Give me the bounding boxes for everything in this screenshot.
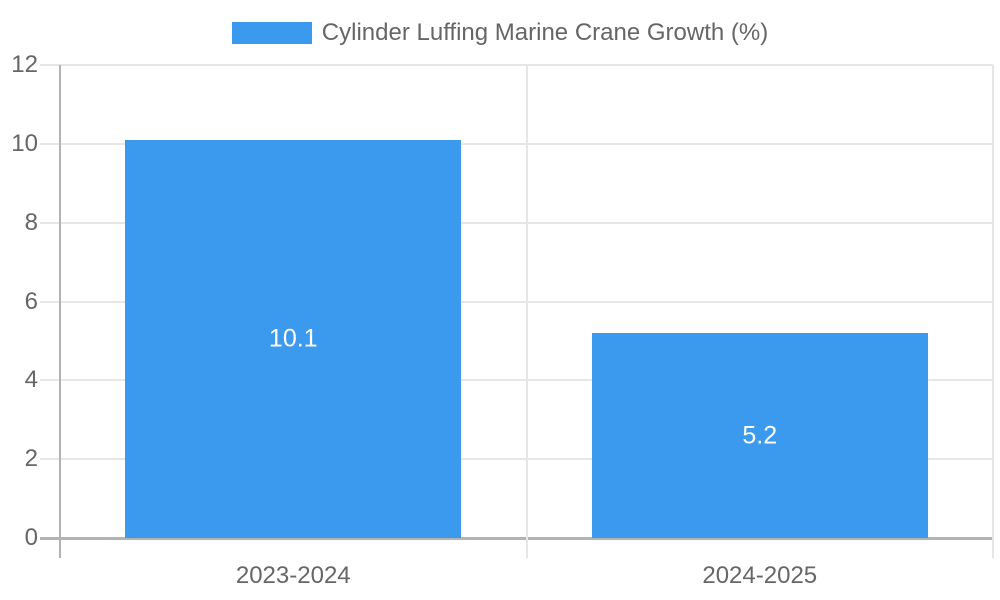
gridline (40, 379, 993, 381)
x-tick-label: 2024-2025 (702, 562, 818, 589)
legend: Cylinder Luffing Marine Crane Growth (%) (0, 21, 1000, 45)
legend-label: Cylinder Luffing Marine Crane Growth (%) (321, 19, 769, 46)
legend-item[interactable]: Cylinder Luffing Marine Crane Growth (%) (231, 19, 769, 46)
gridline (40, 222, 993, 224)
gridline (40, 301, 993, 303)
gridline (40, 458, 993, 460)
y-tick-label: 6 (24, 287, 38, 315)
bar (125, 140, 461, 538)
bar (592, 333, 928, 538)
x-tick-label: 2023-2024 (235, 562, 351, 589)
y-tick-label: 12 (11, 51, 38, 78)
bar-value-label: 5.2 (742, 421, 778, 450)
y-tick-label: 10 (11, 129, 38, 157)
y-tick-label: 2 (24, 445, 38, 473)
legend-swatch (231, 22, 312, 44)
gridline-vertical (992, 65, 994, 558)
bar-value-label: 10.1 (268, 324, 318, 353)
y-tick-label: 8 (24, 208, 38, 236)
gridline-vertical (526, 65, 528, 558)
y-tick-label: 0 (24, 524, 38, 551)
y-axis-line (59, 65, 61, 558)
gridline (40, 143, 993, 145)
y-tick-label: 4 (24, 366, 38, 394)
x-axis-line (40, 537, 993, 540)
gridline (40, 64, 993, 66)
